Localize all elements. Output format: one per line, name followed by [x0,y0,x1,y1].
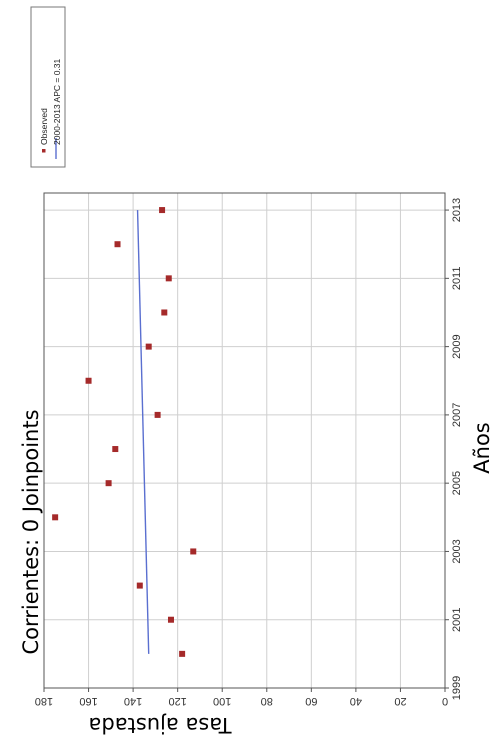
observed-point-2012 [114,241,121,248]
observed-point-2007 [154,411,161,418]
y-tick-label-0: 0 [442,695,448,707]
observed-point-2013 [159,207,166,214]
legend-box [30,6,66,168]
observed-point-2002 [136,582,143,589]
observed-point-2005 [105,480,112,487]
observed-point-2006 [112,446,119,453]
y-tick-label-160: 160 [79,695,97,707]
observed-point-2003 [190,548,197,555]
grid [43,193,446,689]
observed-point-2004 [52,514,59,521]
y-tick-label-60: 60 [305,695,317,707]
y-tick-label-140: 140 [124,695,142,707]
observed-points [52,207,197,657]
y-axis-ticks: 0 20 40 60 80 100 120 140 160 180 [35,688,448,707]
y-tick-label-80: 80 [261,695,273,707]
y-tick-label-20: 20 [394,695,406,707]
chart-title: Corrientes: 0 Joinpoints [19,409,43,654]
x-tick-label-2009: 2009 [451,334,463,358]
y-tick-label-120: 120 [168,695,186,707]
x-tick-label-2011: 2011 [451,267,463,291]
fitted-lines [136,210,150,654]
observed-point-2001 [167,616,174,623]
x-tick-label-2007: 2007 [451,403,463,427]
observed-point-2009 [145,343,152,350]
observed-point-2000 [179,650,186,657]
x-tick-label-2001: 2001 [451,607,463,631]
x-tick-label-1999: 1999 [451,676,463,700]
y-tick-label-40: 40 [350,695,362,707]
x-axis-ticks: 1999 2001 2003 2005 2007 2009 2011 2013 [445,198,463,700]
legend-marker-observed [42,149,46,153]
observed-point-2011 [165,275,172,282]
y-tick-label-100: 100 [213,695,231,707]
observed-point-2010 [161,309,168,316]
y-axis-label: Tasa ajustada [89,713,233,737]
plot-area-frame [43,192,446,689]
observed-point-2008 [85,377,92,384]
x-axis-label: Años [470,422,494,473]
legend-label-observed: Observed [39,108,49,145]
legend: Observed 2000-2013 APC = 0.31 [30,6,66,168]
legend-label-apc: 2000-2013 APC = 0.31 [52,58,62,145]
x-tick-label-2013: 2013 [451,198,463,222]
y-tick-label-180: 180 [35,695,53,707]
x-tick-label-2003: 2003 [451,539,463,563]
x-tick-label-2005: 2005 [451,471,463,495]
apc-trend-line [136,210,150,654]
